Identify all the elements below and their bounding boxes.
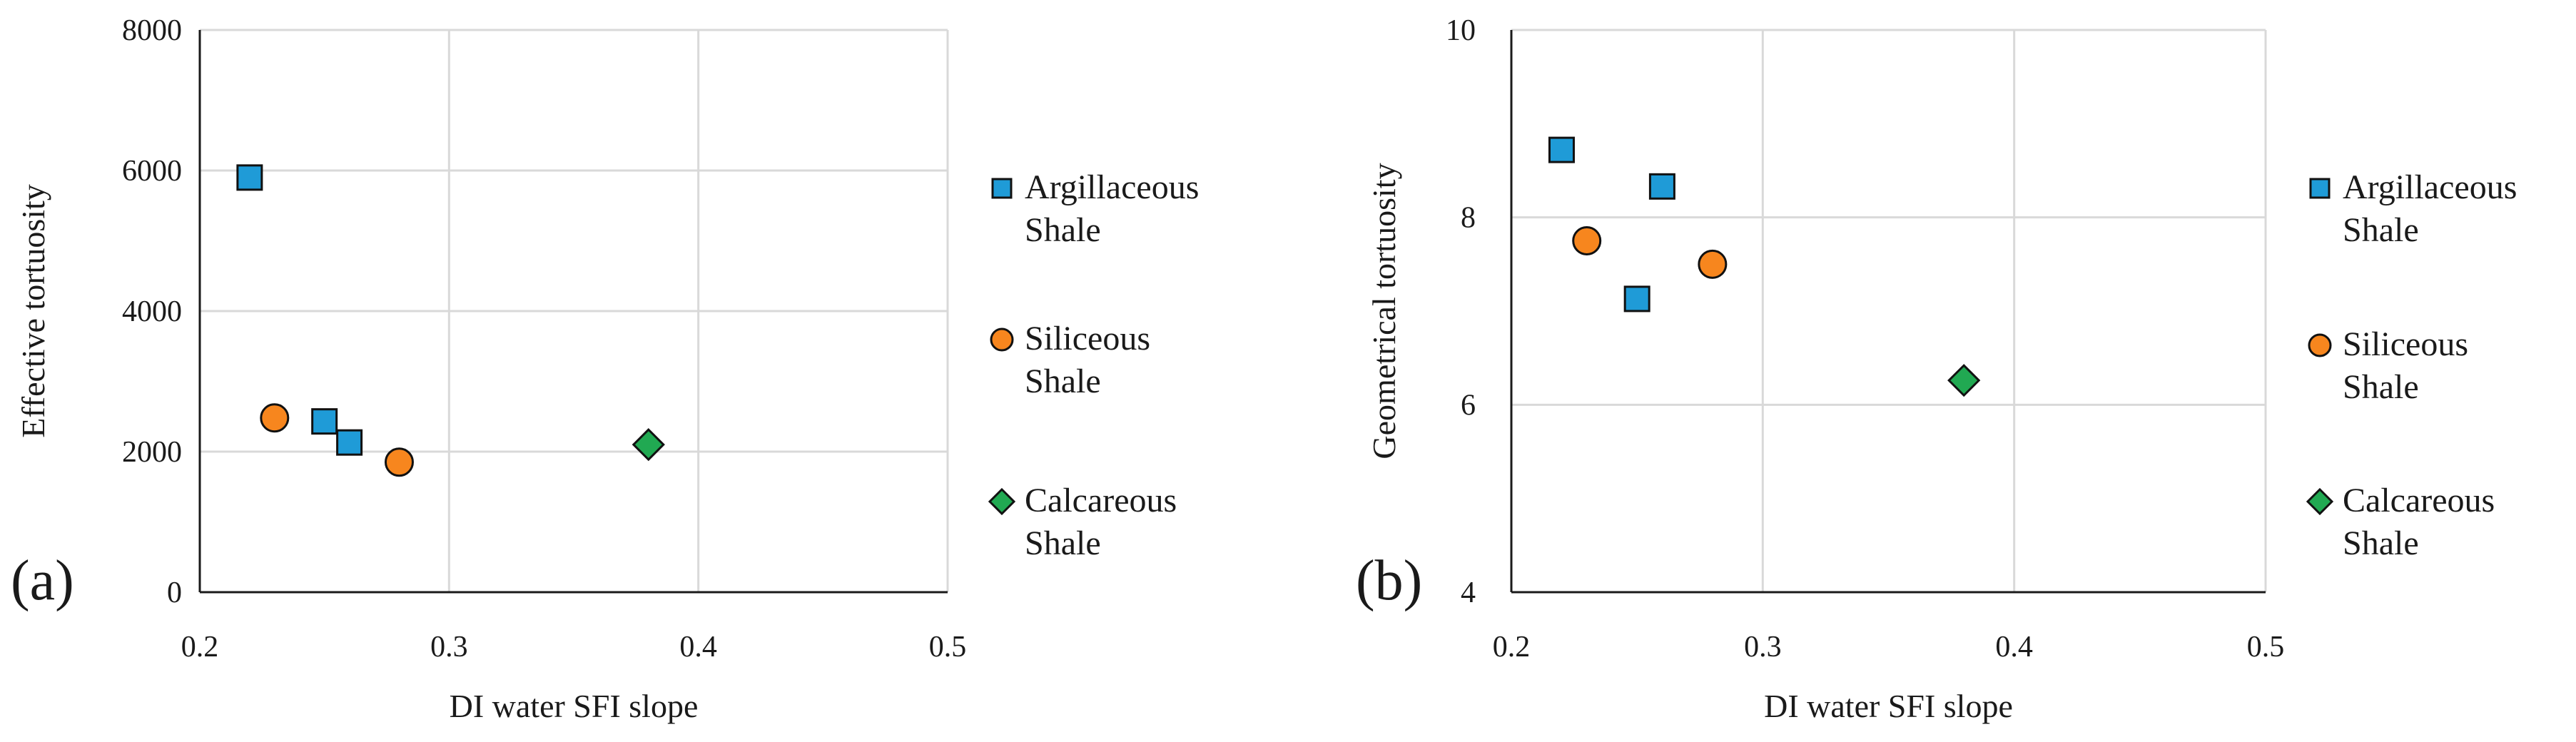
panel-a-label: (a) <box>11 549 74 612</box>
panel-b-legend-argillaceous-label: Argillaceous <box>2343 168 2517 206</box>
panel-b-chart: 4 6 8 10 0.2 0.3 0.4 0.5 Geometrical tortuosit… <box>1356 14 2517 724</box>
panel-b-legend-siliceous-label: Shale <box>2343 368 2419 406</box>
panel-a-xtick-label: 0.5 <box>929 631 967 664</box>
panel-b-ytick-label: 4 <box>1461 576 1476 609</box>
panel-b-legend: Argillaceous Shale Siliceous Shale Calcareou… <box>2306 168 2517 562</box>
panel-a-xtick-label: 0.2 <box>181 631 219 664</box>
panel-a-argillaceous-point <box>236 164 263 191</box>
panel-a-legend-calcareous-label: Shale <box>1025 524 1101 562</box>
panel-b-xtick-label: 0.5 <box>2247 631 2285 664</box>
panel-b-argillaceous-point <box>1548 136 1575 163</box>
panel-a-chart: 0 2000 4000 6000 8000 0.2 0.3 0.4 0.5 Effective… <box>11 14 1199 724</box>
panel-a-calcareous-point <box>632 428 665 462</box>
panel-a-xtick-label: 0.4 <box>679 631 717 664</box>
panel-b-ytick-label: 8 <box>1461 202 1476 235</box>
panel-b-legend-calcareous-label: Calcareous <box>2343 482 2495 519</box>
panel-a-legend-siliceous-marker <box>990 327 1014 352</box>
panel-a-argillaceous-point <box>311 408 338 435</box>
panel-b-xtick-label: 0.3 <box>1744 631 1782 664</box>
panel-b-legend-calcareous-marker <box>2306 487 2334 516</box>
panel-a-ytick-label: 0 <box>167 576 182 609</box>
panel-b-label: (b) <box>1356 549 1422 612</box>
panel-a-legend-argillaceous-marker <box>991 178 1013 199</box>
panel-a-legend-argillaceous-label: Argillaceous <box>1025 168 1199 206</box>
panel-b-legend-argillaceous-label: Shale <box>2343 211 2419 249</box>
panel-a-legend: Argillaceous Shale Siliceous Shale Calcareou… <box>988 168 1199 562</box>
panel-b-x-axis-title: DI water SFI slope <box>1764 688 2013 724</box>
panel-b-ytick-label: 6 <box>1461 389 1476 422</box>
panel-a-legend-calcareous-marker <box>988 487 1016 516</box>
panel-b-calcareous-point <box>1947 364 1981 397</box>
panel-a-legend-siliceous-label: Siliceous <box>1025 320 1150 357</box>
panel-b-y-axis-title: Geometrical tortuosity <box>1366 163 1402 459</box>
panel-b-legend-siliceous-marker <box>2308 333 2332 357</box>
panel-b-argillaceous-point <box>1648 173 1675 200</box>
panel-a-x-axis-title: DI water SFI slope <box>450 688 699 724</box>
panel-a-legend-calcareous-label: Calcareous <box>1025 482 1177 519</box>
panel-b-siliceous-point <box>1572 226 1602 255</box>
panel-b-legend-calcareous-label: Shale <box>2343 524 2419 562</box>
panel-a-ytick-label: 2000 <box>122 436 182 469</box>
panel-a-siliceous-point <box>384 447 414 477</box>
panel-b-legend-argillaceous-marker <box>2309 178 2331 199</box>
panel-a-legend-argillaceous-label: Shale <box>1025 211 1101 249</box>
panel-b-ytick-label: 10 <box>1446 14 1476 47</box>
panel-a-legend-siliceous-label: Shale <box>1025 362 1101 400</box>
panel-a-ytick-label: 4000 <box>122 295 182 328</box>
panel-a-argillaceous-point <box>336 429 363 456</box>
panel-a-y-axis-title: Effective tortuosity <box>15 184 51 438</box>
panel-a-siliceous-point <box>260 403 290 433</box>
panel-a-ytick-label: 8000 <box>122 14 182 47</box>
panel-a-xtick-label: 0.3 <box>430 631 468 664</box>
panel-b-siliceous-point <box>1698 249 1728 279</box>
panel-b-legend-siliceous-label: Siliceous <box>2343 325 2468 363</box>
panel-b-argillaceous-point <box>1623 285 1650 312</box>
panel-b-xtick-label: 0.4 <box>1995 631 2033 664</box>
panel-b-xtick-label: 0.2 <box>1493 631 1531 664</box>
panel-a-ytick-label: 6000 <box>122 155 182 188</box>
